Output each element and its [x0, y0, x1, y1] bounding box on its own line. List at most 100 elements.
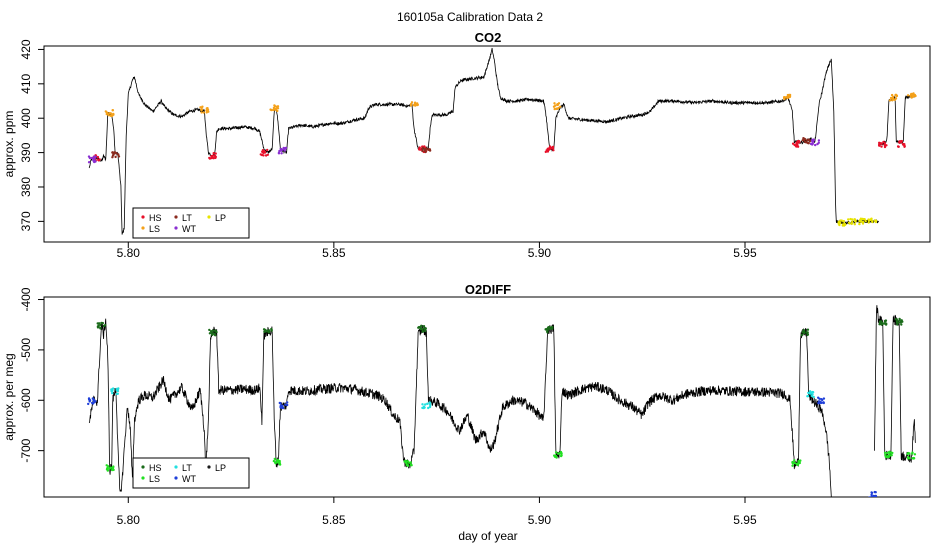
co2-axes: 5.80 5.85 5.90 5.95 370 380 390 400 410 420 — [19, 39, 757, 260]
co2-legend-swatch — [141, 226, 145, 230]
co2-marker-lt — [801, 137, 812, 145]
co2-marker-hs — [877, 140, 888, 149]
o2diff-marker-hs — [96, 321, 107, 330]
o2diff-marker-hs — [894, 317, 904, 326]
o2diff-legend-label: LP — [215, 463, 226, 473]
o2diff-legend-swatch — [141, 476, 145, 480]
co2-marker-ls — [104, 109, 115, 118]
o2diff-y-tick-label: -400 — [19, 287, 33, 311]
co2-marker-wt — [277, 146, 288, 155]
o2diff-x-tick-label: 5.80 — [117, 513, 141, 527]
co2-series-group — [87, 47, 917, 235]
co2-marker-ls — [783, 93, 792, 101]
co2-marker-lp — [858, 217, 867, 226]
o2diff-y-axis-label: approx. per meg — [2, 353, 16, 440]
co2-marker-wt — [87, 155, 97, 164]
co2-x-tick-label: 5.85 — [322, 246, 346, 260]
co2-marker-wt — [809, 138, 821, 147]
co2-y-tick-label: 390 — [19, 142, 33, 162]
o2diff-panel: O2DIFF approx. per meg 5.80 5.85 5.90 5.95 -… — [2, 282, 931, 527]
o2diff-marker-hs — [417, 324, 427, 333]
co2-legend-label: LS — [149, 224, 160, 234]
o2diff-plot-frame — [43, 296, 931, 498]
co2-panel: CO2 approx. ppm 5.80 5.85 5.90 5.95 370 380 39… — [2, 30, 931, 260]
o2diff-marker-ls — [105, 464, 115, 472]
o2diff-marker-hs — [208, 328, 218, 337]
o2diff-x-tick-label: 5.90 — [528, 513, 552, 527]
co2-marker-hs — [259, 148, 269, 157]
co2-marker-hs — [791, 139, 801, 148]
co2-marker-ls — [888, 93, 899, 102]
co2-legend-label: WT — [182, 224, 196, 234]
co2-y-tick-label: 370 — [19, 211, 33, 231]
o2diff-marker-wt — [87, 397, 97, 406]
co2-y-axis-label: approx. ppm — [2, 111, 16, 178]
co2-marker-ls — [552, 102, 562, 111]
co2-trace-line — [88, 47, 879, 235]
o2diff-legend-label: HS — [149, 463, 162, 473]
co2-legend-swatch — [174, 226, 178, 230]
co2-panel-title: CO2 — [475, 30, 502, 45]
o2diff-marker-hs — [262, 327, 273, 334]
o2diff-panel-title: O2DIFF — [465, 282, 511, 297]
o2diff-legend-label: LS — [149, 474, 160, 484]
co2-marker-lt — [111, 151, 121, 159]
o2diff-marker-hs — [544, 325, 554, 334]
co2-marker-lp — [867, 217, 878, 224]
co2-trace-line — [878, 93, 916, 146]
co2-marker-ls — [199, 105, 210, 114]
o2diff-marker-wt — [817, 396, 826, 405]
co2-legend-swatch — [141, 215, 145, 219]
figure-title: 160105a Calibration Data 2 — [397, 10, 543, 24]
co2-marker-lt — [421, 146, 432, 154]
o2diff-legend-swatch — [141, 465, 145, 469]
co2-x-tick-label: 5.80 — [117, 246, 141, 260]
co2-y-tick-label: 410 — [19, 73, 33, 93]
co2-marker-hs — [896, 139, 906, 148]
o2diff-legend-swatch — [174, 476, 178, 480]
x-axis-label: day of year — [458, 529, 517, 543]
o2diff-legend-swatch — [207, 465, 211, 469]
co2-legend-swatch — [174, 215, 178, 219]
co2-marker-lp — [847, 217, 857, 226]
o2diff-y-tick-label: -600 — [19, 388, 33, 412]
o2diff-marker-wt — [868, 490, 878, 497]
o2diff-marker-lt — [421, 401, 432, 410]
o2diff-legend-box — [132, 457, 250, 489]
co2-marker-hs — [208, 152, 217, 160]
o2diff-marker-ls — [553, 450, 563, 459]
co2-legend-label: LT — [182, 213, 192, 223]
o2diff-marker-ls — [906, 451, 917, 460]
o2diff-y-tick-label: -700 — [19, 438, 33, 462]
co2-marker-hs — [544, 145, 555, 154]
o2diff-marker-ls — [403, 459, 413, 467]
co2-marker-ls — [269, 104, 280, 113]
o2diff-marker-ls — [272, 457, 282, 466]
co2-marker-lp — [837, 219, 847, 227]
co2-legend-swatch — [207, 215, 211, 219]
o2diff-legend-swatch — [174, 465, 178, 469]
co2-y-tick-label: 400 — [19, 108, 33, 128]
o2diff-marker-ls — [883, 450, 894, 459]
o2diff-legend-label: LT — [182, 463, 192, 473]
o2diff-axes: 5.80 5.85 5.90 5.95 -700 -600 -500 -400 — [19, 287, 757, 527]
o2diff-x-tick-label: 5.95 — [733, 513, 757, 527]
co2-marker-ls — [906, 92, 917, 99]
o2diff-legend-label: WT — [182, 474, 196, 484]
co2-marker-ls — [409, 101, 419, 107]
o2diff-marker-hs — [878, 319, 888, 326]
o2diff-series-group — [87, 305, 917, 497]
co2-x-tick-label: 5.95 — [733, 246, 757, 260]
o2diff-marker-wt — [278, 401, 289, 410]
co2-plot-frame — [43, 45, 931, 243]
o2diff-marker-lt — [806, 390, 815, 399]
o2diff-trace-line — [874, 305, 916, 463]
co2-legend-box — [132, 207, 250, 239]
co2-legend-label: LP — [215, 213, 226, 223]
o2diff-y-tick-label: -500 — [19, 338, 33, 362]
co2-legend-label: HS — [149, 213, 162, 223]
co2-y-tick-label: 380 — [19, 177, 33, 197]
